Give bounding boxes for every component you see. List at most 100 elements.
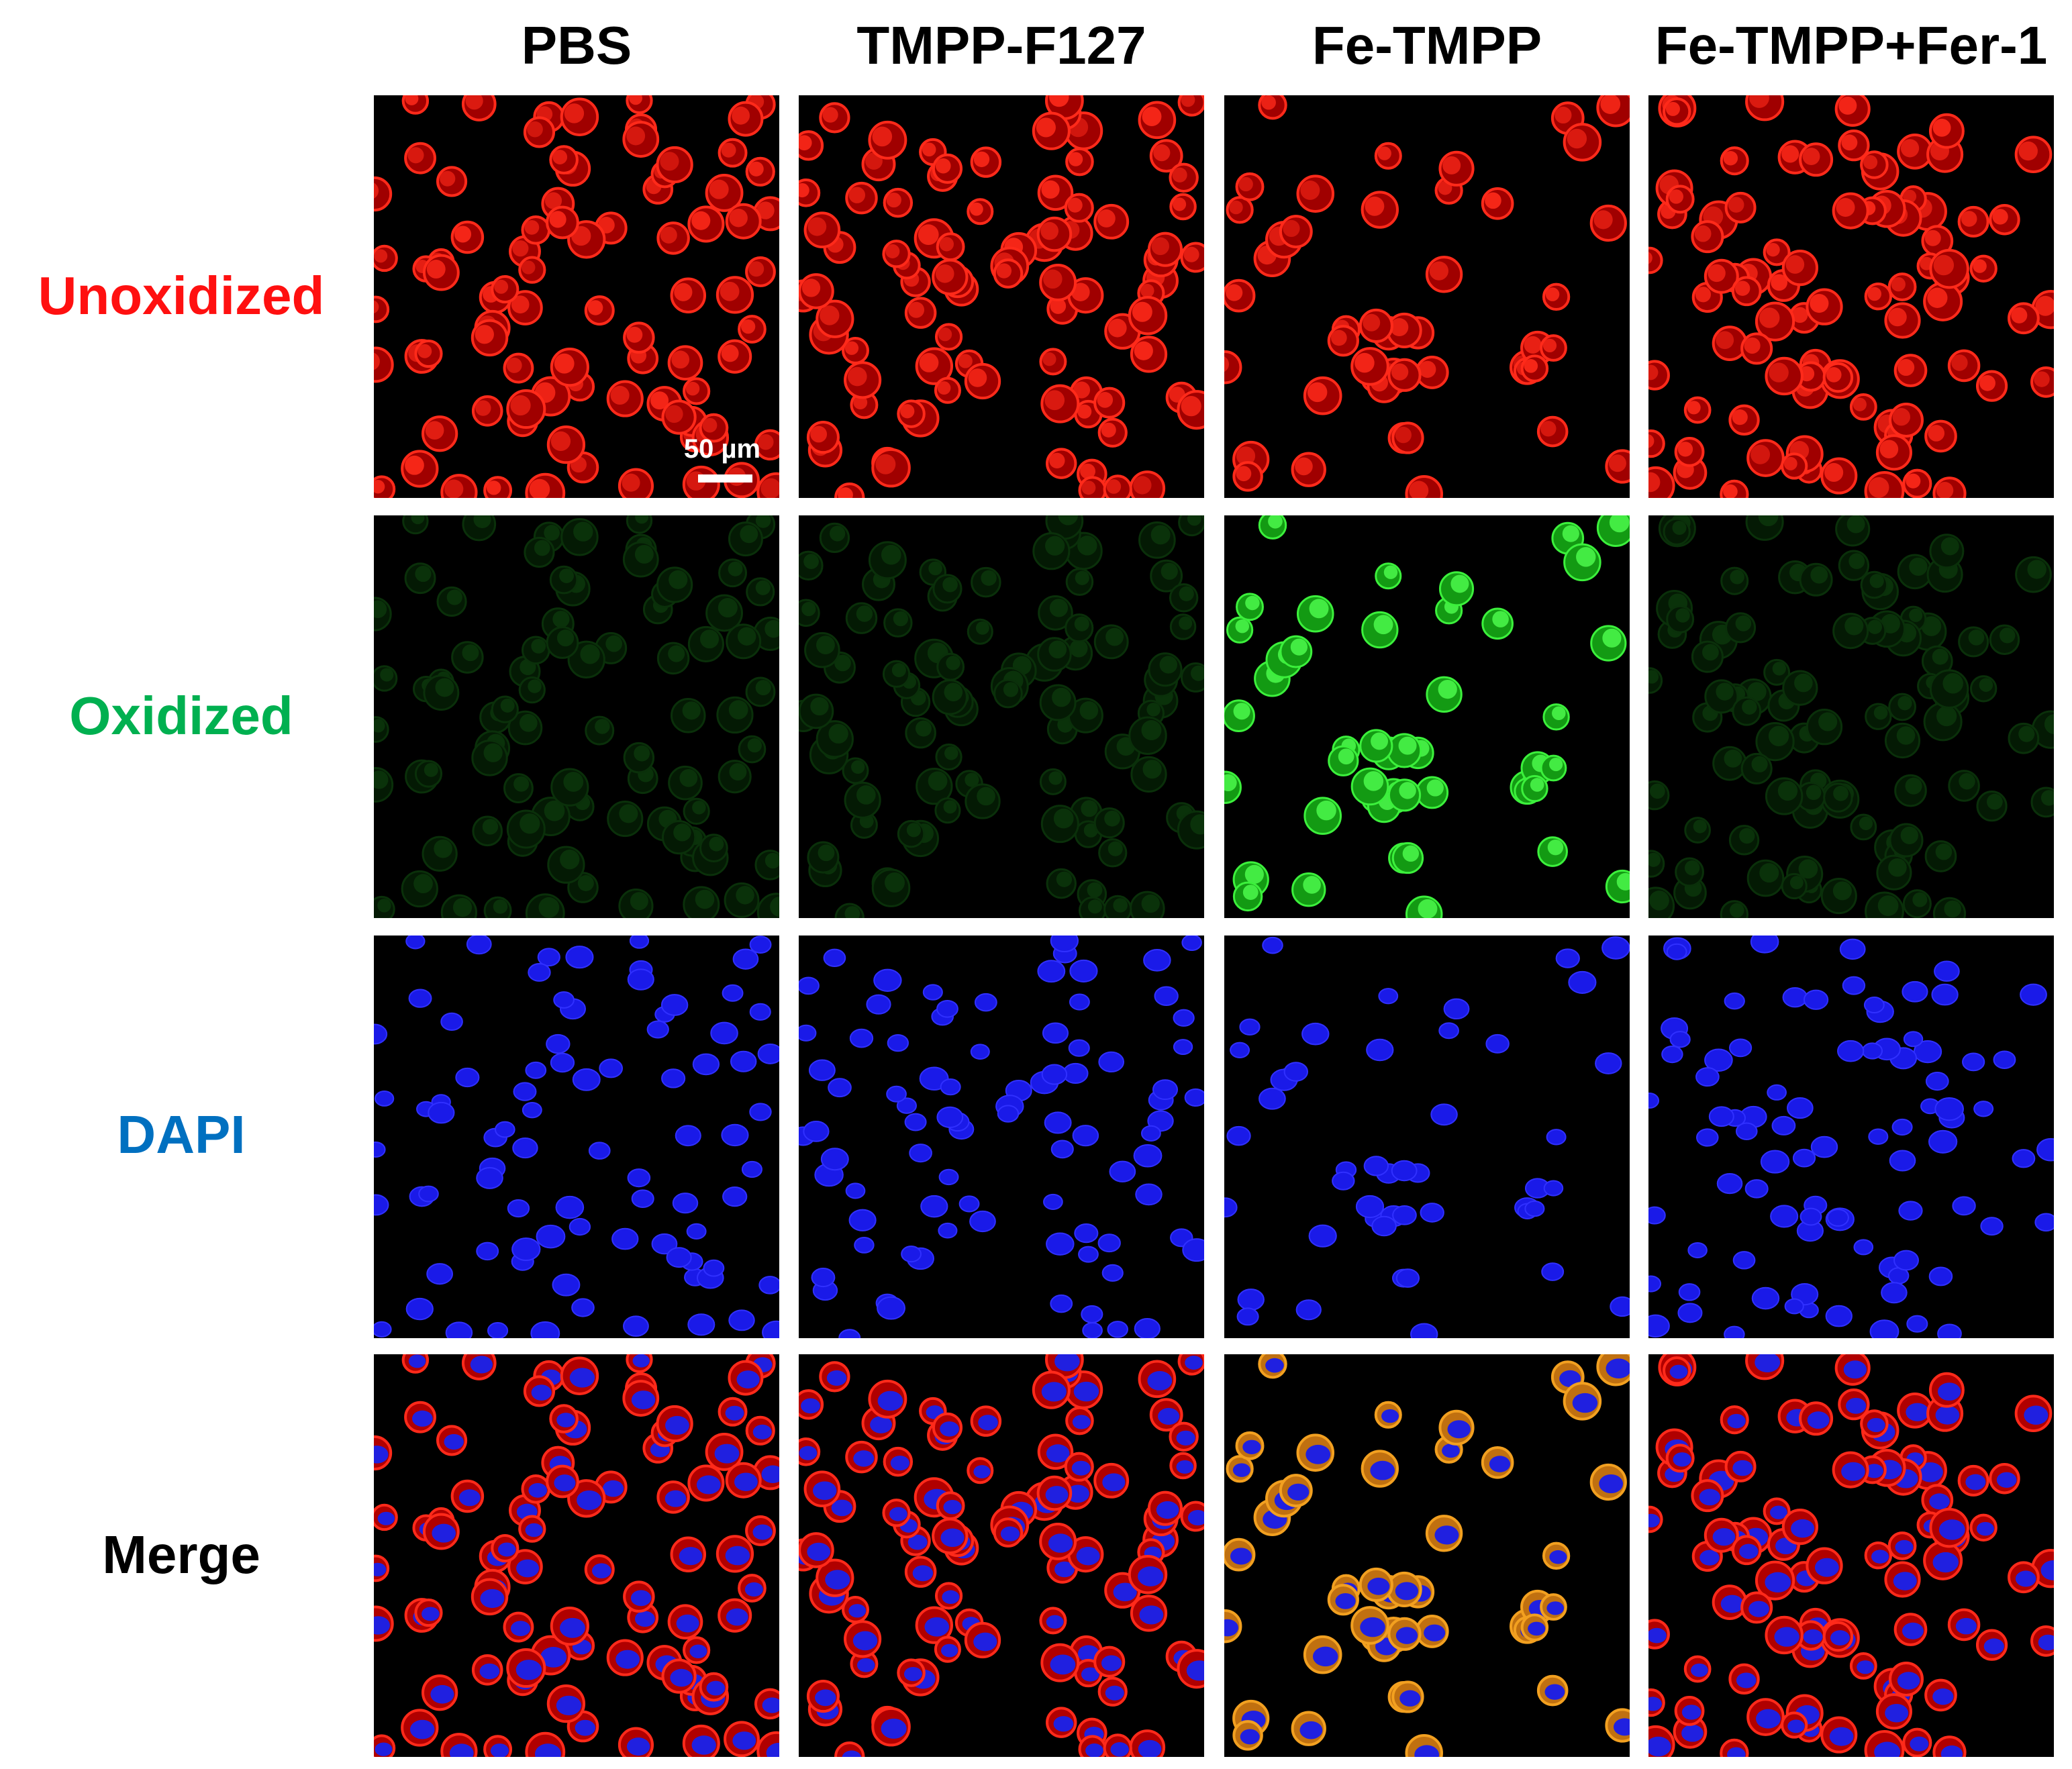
cell bbox=[1430, 1103, 1458, 1126]
nucleus bbox=[672, 1193, 699, 1214]
cell bbox=[1648, 1314, 1670, 1337]
cell bbox=[1803, 989, 1829, 1010]
cell-highlight bbox=[1708, 264, 1726, 283]
nucleus bbox=[432, 1523, 456, 1543]
nucleus bbox=[1287, 1483, 1310, 1501]
cell bbox=[1520, 1613, 1549, 1641]
nucleus bbox=[1712, 1527, 1736, 1546]
cell bbox=[1923, 1540, 1963, 1580]
cell bbox=[404, 142, 436, 174]
cell bbox=[958, 1195, 980, 1213]
cell bbox=[623, 742, 655, 774]
nucleus bbox=[1138, 1566, 1164, 1586]
cell-highlight bbox=[1802, 148, 1820, 166]
nucleus bbox=[2034, 1213, 2054, 1232]
nucleus bbox=[1739, 1544, 1759, 1560]
cell bbox=[1849, 1652, 1877, 1680]
cell-highlight bbox=[747, 738, 762, 753]
cell bbox=[699, 413, 729, 443]
cell bbox=[936, 652, 965, 681]
nucleus bbox=[374, 1446, 389, 1464]
cell bbox=[1755, 301, 1795, 342]
cell bbox=[1884, 302, 1921, 339]
nucleus bbox=[1716, 1173, 1743, 1195]
nucleus bbox=[940, 1644, 958, 1658]
cell-highlight bbox=[1783, 456, 1797, 470]
nucleus bbox=[1902, 980, 1928, 1003]
cell-highlight bbox=[1036, 117, 1056, 138]
cell bbox=[1097, 1676, 1128, 1707]
nucleus bbox=[1133, 1144, 1163, 1168]
cell bbox=[1712, 325, 1748, 361]
cell bbox=[414, 760, 443, 788]
cell bbox=[1865, 703, 1892, 730]
cell-highlight bbox=[1732, 409, 1748, 425]
cell bbox=[1154, 986, 1179, 1006]
cell bbox=[1169, 613, 1197, 640]
cell-highlight bbox=[958, 354, 973, 368]
cell bbox=[401, 1709, 439, 1747]
cell-highlight bbox=[996, 263, 1012, 279]
nucleus bbox=[1430, 1103, 1458, 1126]
cell-highlight bbox=[1649, 783, 1665, 799]
cell-highlight bbox=[1190, 814, 1204, 835]
nucleus bbox=[1760, 1150, 1790, 1174]
nucleus bbox=[1903, 1031, 1924, 1048]
nucleus bbox=[1724, 1325, 1745, 1338]
cell bbox=[1046, 868, 1077, 899]
nucleus bbox=[761, 1465, 779, 1484]
cell bbox=[1355, 1195, 1385, 1219]
nucleus bbox=[1748, 1601, 1769, 1617]
nucleus bbox=[440, 1012, 463, 1031]
nucleus bbox=[722, 1186, 748, 1207]
cell bbox=[629, 936, 650, 949]
cell bbox=[1765, 777, 1804, 815]
cell-highlight bbox=[799, 135, 812, 151]
cell bbox=[745, 1415, 775, 1446]
cell-highlight bbox=[1552, 706, 1566, 720]
nucleus bbox=[909, 1144, 932, 1163]
cell-highlight bbox=[1869, 574, 1884, 589]
nucleus bbox=[1935, 1405, 1960, 1425]
cell-highlight bbox=[650, 391, 669, 410]
cell bbox=[1887, 1531, 1917, 1560]
cell-highlight bbox=[1244, 864, 1264, 884]
cell bbox=[661, 399, 697, 435]
nucleus bbox=[507, 1199, 530, 1218]
cell bbox=[1589, 1463, 1627, 1501]
nucleus bbox=[660, 994, 689, 1016]
cell bbox=[871, 1707, 911, 1747]
cell bbox=[897, 399, 926, 428]
cell bbox=[1540, 1593, 1567, 1621]
cell bbox=[1039, 1607, 1067, 1635]
nucleus bbox=[1695, 1067, 1720, 1087]
cell bbox=[571, 1298, 595, 1317]
cell bbox=[374, 1321, 392, 1337]
cell-highlight bbox=[2011, 307, 2028, 323]
cell-highlight bbox=[1900, 826, 1918, 844]
nucleus bbox=[1699, 1550, 1720, 1566]
nucleus bbox=[626, 1737, 650, 1756]
cell bbox=[1932, 1735, 1967, 1757]
nucleus bbox=[1724, 992, 1745, 1010]
cell bbox=[1359, 729, 1393, 763]
cell-highlight bbox=[671, 350, 690, 369]
cell bbox=[1181, 936, 1202, 952]
cell-highlight bbox=[1992, 209, 2008, 225]
cell-highlight bbox=[884, 872, 905, 893]
cell bbox=[916, 767, 953, 805]
cell bbox=[686, 1223, 707, 1240]
cell bbox=[1894, 774, 1927, 807]
cell bbox=[1067, 697, 1103, 734]
cell bbox=[1037, 1433, 1074, 1470]
nucleus bbox=[1046, 1615, 1064, 1629]
nucleus bbox=[1173, 1009, 1195, 1027]
cell-highlight bbox=[881, 544, 901, 565]
cell bbox=[560, 97, 599, 136]
cell bbox=[1081, 1305, 1103, 1323]
cell bbox=[738, 735, 767, 764]
cell bbox=[728, 1309, 755, 1331]
nucleus bbox=[615, 1650, 640, 1669]
cell-highlight bbox=[374, 249, 388, 263]
